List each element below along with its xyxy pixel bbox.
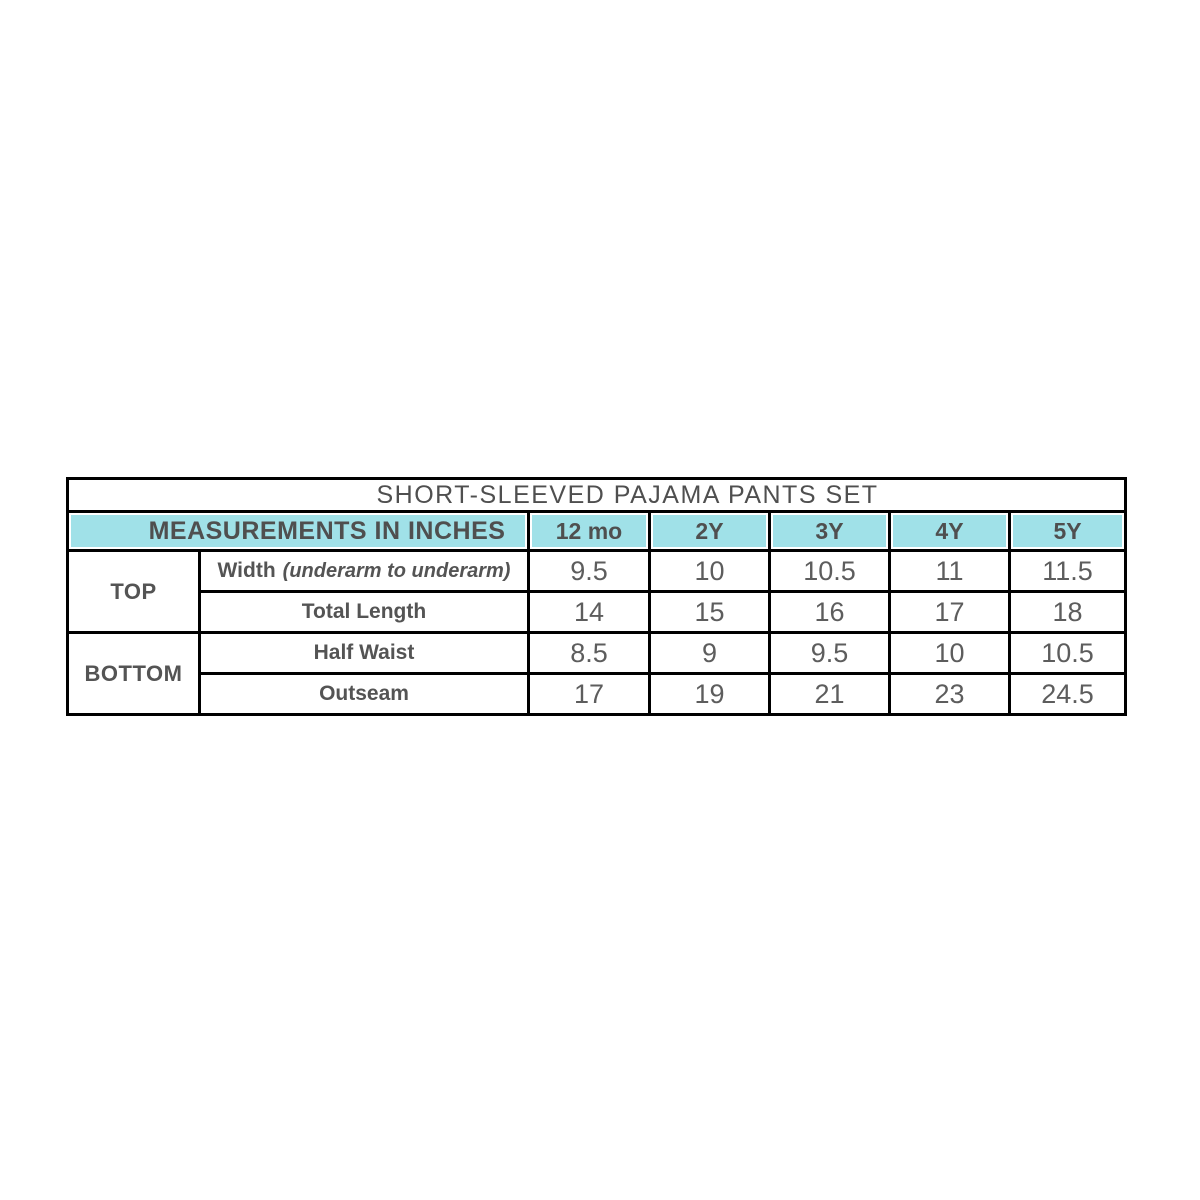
- value-cell: 24.5: [1007, 672, 1128, 716]
- measurement-cell: Outseam: [198, 672, 530, 716]
- measurement-label: Width: [217, 559, 276, 582]
- value-cell: 10.5: [768, 549, 891, 593]
- value-cell: 21: [768, 672, 891, 716]
- value-cell: 11.5: [1007, 549, 1128, 593]
- chart-title: SHORT-SLEEVED PAJAMA PANTS SET: [65, 477, 1128, 513]
- group-cell-top: TOP: [66, 549, 201, 634]
- measurement-cell: Total Length: [198, 590, 530, 634]
- value-cell: 9: [648, 631, 771, 675]
- value-cell: 17: [888, 590, 1011, 634]
- value-cell: 17: [527, 672, 651, 716]
- measurement-note: (underarm to underarm): [282, 560, 511, 582]
- size-column-header-12mo: 12 mo: [527, 510, 651, 552]
- value-cell: 16: [768, 590, 891, 634]
- value-cell: 9.5: [527, 549, 651, 593]
- measurement-label: Outseam: [319, 682, 409, 705]
- size-column-header-5y: 5Y: [1007, 510, 1128, 552]
- value-cell: 15: [648, 590, 771, 634]
- value-cell: 8.5: [527, 631, 651, 675]
- measurement-label: Total Length: [301, 600, 427, 623]
- value-cell: 10.5: [1007, 631, 1128, 675]
- value-cell: 11: [888, 549, 1011, 593]
- measurement-cell: Half Waist: [198, 631, 530, 675]
- value-cell: 19: [648, 672, 771, 716]
- value-cell: 14: [527, 590, 651, 634]
- value-cell: 18: [1007, 590, 1128, 634]
- size-column-header-4y: 4Y: [888, 510, 1011, 552]
- size-column-header-2y: 2Y: [648, 510, 771, 552]
- size-chart-table: SHORT-SLEEVED PAJAMA PANTS SET MEASUREME…: [65, 477, 1128, 716]
- measurement-label: Half Waist: [313, 641, 415, 664]
- measurement-cell: Width (underarm to underarm): [198, 549, 530, 593]
- value-cell: 10: [888, 631, 1011, 675]
- value-cell: 23: [888, 672, 1011, 716]
- value-cell: 10: [648, 549, 771, 593]
- group-cell-bottom: BOTTOM: [66, 631, 201, 716]
- units-header-cell: MEASUREMENTS IN INCHES: [66, 510, 530, 552]
- size-column-header-3y: 3Y: [768, 510, 891, 552]
- value-cell: 9.5: [768, 631, 891, 675]
